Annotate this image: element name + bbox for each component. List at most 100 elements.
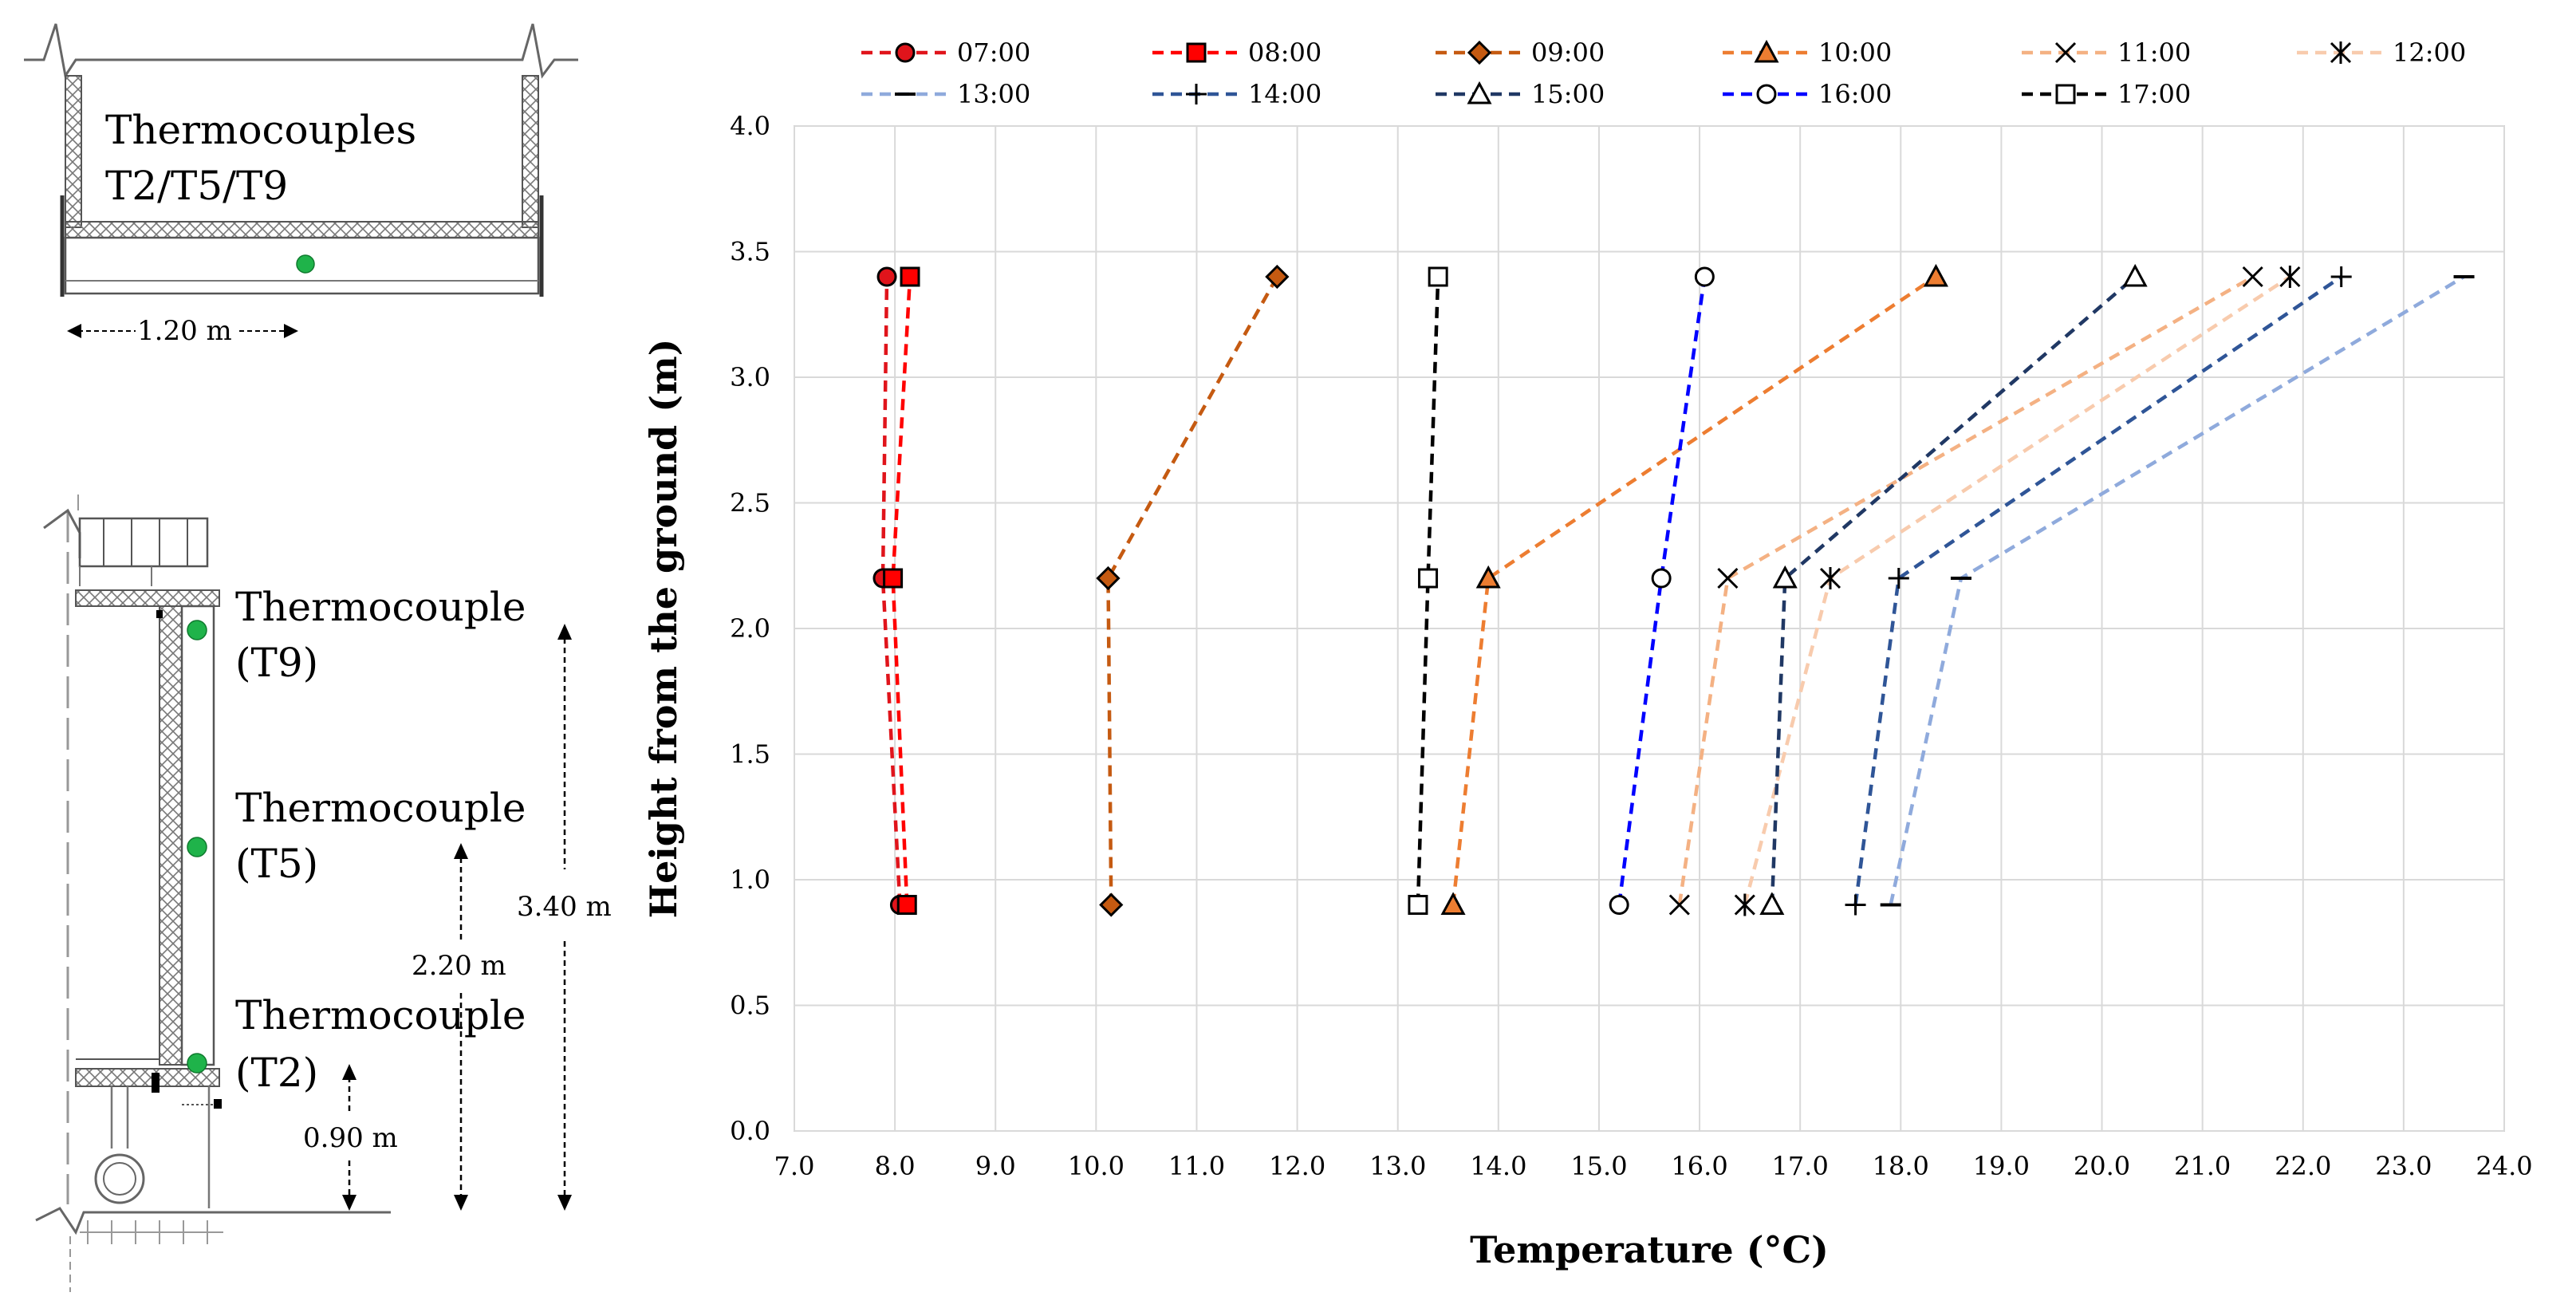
legend-item-1100: 11:00 [2022, 37, 2191, 68]
legend-label: 16:00 [1818, 79, 1892, 109]
data-point-1600-0 [1609, 895, 1629, 915]
series-line-0900 [1106, 275, 1279, 905]
legend-label: 17:00 [2117, 79, 2191, 109]
legend-label: 07:00 [957, 37, 1030, 68]
legend-item-1500: 15:00 [1436, 79, 1605, 109]
y-axis-title: Height from the ground (m) [642, 339, 685, 919]
legend-label: 15:00 [1531, 79, 1605, 109]
y-tick-label: 3.0 [730, 362, 770, 392]
x-tick-labels: 7.0 8.0 9.0 10.0 11.0 12.0 13.0 14.0 15.0 16.0 17.… [774, 1151, 2533, 1181]
legend-item-0700: 07:00 [861, 37, 1030, 68]
x-tick-label: 17.0 [1772, 1151, 1829, 1181]
x-tick-label: 22.0 [2275, 1151, 2331, 1181]
sensor-dot-t2 [187, 1053, 207, 1074]
plan-view-diagram: Thermocouples T2/T5/T9 1.20 m [24, 23, 578, 347]
legend-item-1200: 12:00 [2297, 37, 2466, 68]
x-tick-label: 18.0 [1873, 1151, 1929, 1181]
t2-label-line1: Thermocouple [235, 992, 526, 1038]
y-tick-label: 1.5 [730, 739, 770, 770]
data-point-1700-2 [1428, 266, 1448, 287]
height-220-label: 2.20 m [412, 950, 506, 982]
legend-marker-0700 [895, 42, 916, 63]
x-tick-label: 12.0 [1269, 1151, 1325, 1181]
width-dimension: 1.20 m [67, 315, 298, 347]
data-point-1700-0 [1408, 895, 1428, 915]
legend-label: 14:00 [1248, 79, 1321, 109]
x-tick-label: 10.0 [1068, 1151, 1125, 1181]
data-point-1100-0 [1668, 894, 1690, 916]
data-point-1600-2 [1694, 266, 1715, 287]
x-tick-label: 20.0 [2074, 1151, 2130, 1181]
x-tick-label: 13.0 [1369, 1151, 1426, 1181]
legend-label: 12:00 [2393, 37, 2466, 68]
legend-label: 10:00 [1818, 37, 1892, 68]
data-point-0800-1 [883, 568, 904, 589]
sensor-dot-t9 [187, 620, 207, 640]
series-line-1500 [1770, 275, 2137, 905]
series-line-1100 [1677, 275, 2254, 905]
legend-marker-0900 [1467, 40, 1492, 65]
y-tick-label: 1.0 [730, 865, 770, 895]
height-arrow-340: 3.40 m [517, 624, 612, 1211]
temperature-height-chart: 7.0 8.0 9.0 10.0 11.0 12.0 13.0 14.0 15.0 16.0 17.… [642, 37, 2533, 1271]
thermocouples-label-line1: Thermocouples [105, 107, 416, 153]
data-point-1400-0 [1845, 894, 1866, 916]
height-090-label: 0.90 m [303, 1122, 398, 1154]
data-point-1000-0 [1440, 892, 1466, 915]
legend-marker-1700 [2055, 84, 2076, 104]
x-tick-label: 16.0 [1671, 1151, 1727, 1181]
data-point-1600-1 [1651, 568, 1672, 589]
data-point-0800-2 [900, 266, 920, 287]
legend-marker-1100 [2054, 41, 2077, 64]
data-point-0800-0 [896, 895, 917, 915]
legend-item-1400: 14:00 [1152, 79, 1321, 109]
y-tick-labels: 0.0 0.5 1.0 1.5 2.0 2.5 3.0 3.5 4.0 [730, 111, 770, 1146]
data-point-1100-2 [2242, 266, 2263, 288]
data-point-1500-0 [1759, 892, 1785, 915]
y-tick-label: 2.0 [730, 613, 770, 644]
legend-marker-1600 [1756, 84, 1777, 104]
x-tick-label: 14.0 [1470, 1151, 1526, 1181]
data-point-0900-2 [1265, 264, 1290, 290]
legend-item-1700: 17:00 [2022, 79, 2191, 109]
x-tick-label: 8.0 [875, 1151, 916, 1181]
legend-marker-1400 [1186, 84, 1207, 104]
data-point-1400-2 [2330, 266, 2352, 287]
data-point-0900-1 [1096, 565, 1121, 591]
x-axis-title: Temperature (°C) [1470, 1228, 1829, 1271]
series-markers [872, 263, 2475, 917]
t2-label-line2: (T2) [235, 1050, 318, 1096]
data-point-0900-0 [1099, 892, 1124, 917]
x-tick-label: 7.0 [774, 1151, 815, 1181]
y-tick-label: 0.5 [730, 991, 770, 1021]
legend-item-1000: 10:00 [1723, 37, 1892, 68]
series-line-1600 [1617, 276, 1707, 905]
data-point-0700-2 [876, 266, 897, 287]
legend-label: 11:00 [2117, 37, 2191, 68]
section-view-diagram: Thermocouple (T9) Thermocouple (T5) Ther… [35, 494, 612, 1292]
x-tick-label: 11.0 [1168, 1151, 1225, 1181]
height-340-label: 3.40 m [517, 891, 612, 923]
data-point-1500-1 [1772, 565, 1798, 589]
data-point-1200-1 [1819, 567, 1841, 589]
data-point-1200-2 [2279, 266, 2301, 288]
y-tick-label: 0.0 [730, 1116, 770, 1146]
width-label: 1.20 m [137, 315, 232, 347]
height-arrow-090: 0.90 m [303, 1064, 398, 1211]
data-point-1100-1 [1717, 567, 1739, 589]
x-tick-label: 9.0 [975, 1151, 1016, 1181]
legend-item-0800: 08:00 [1152, 37, 1321, 68]
t5-label-line1: Thermocouple [235, 785, 526, 831]
legend-item-1300: 13:00 [861, 79, 1030, 109]
height-arrow-220: 2.20 m [412, 843, 506, 1211]
y-tick-label: 2.5 [730, 488, 770, 518]
x-tick-label: 24.0 [2476, 1151, 2532, 1181]
legend-label: 13:00 [957, 79, 1030, 109]
legend-marker-1000 [1754, 39, 1779, 63]
legend-marker-0800 [1186, 42, 1207, 63]
gridlines [794, 125, 2505, 1132]
series-line-1000 [1451, 275, 1937, 905]
legend-marker-1200 [2330, 41, 2352, 64]
data-point-1700-1 [1418, 568, 1439, 589]
sensor-dot-plan [296, 254, 315, 274]
